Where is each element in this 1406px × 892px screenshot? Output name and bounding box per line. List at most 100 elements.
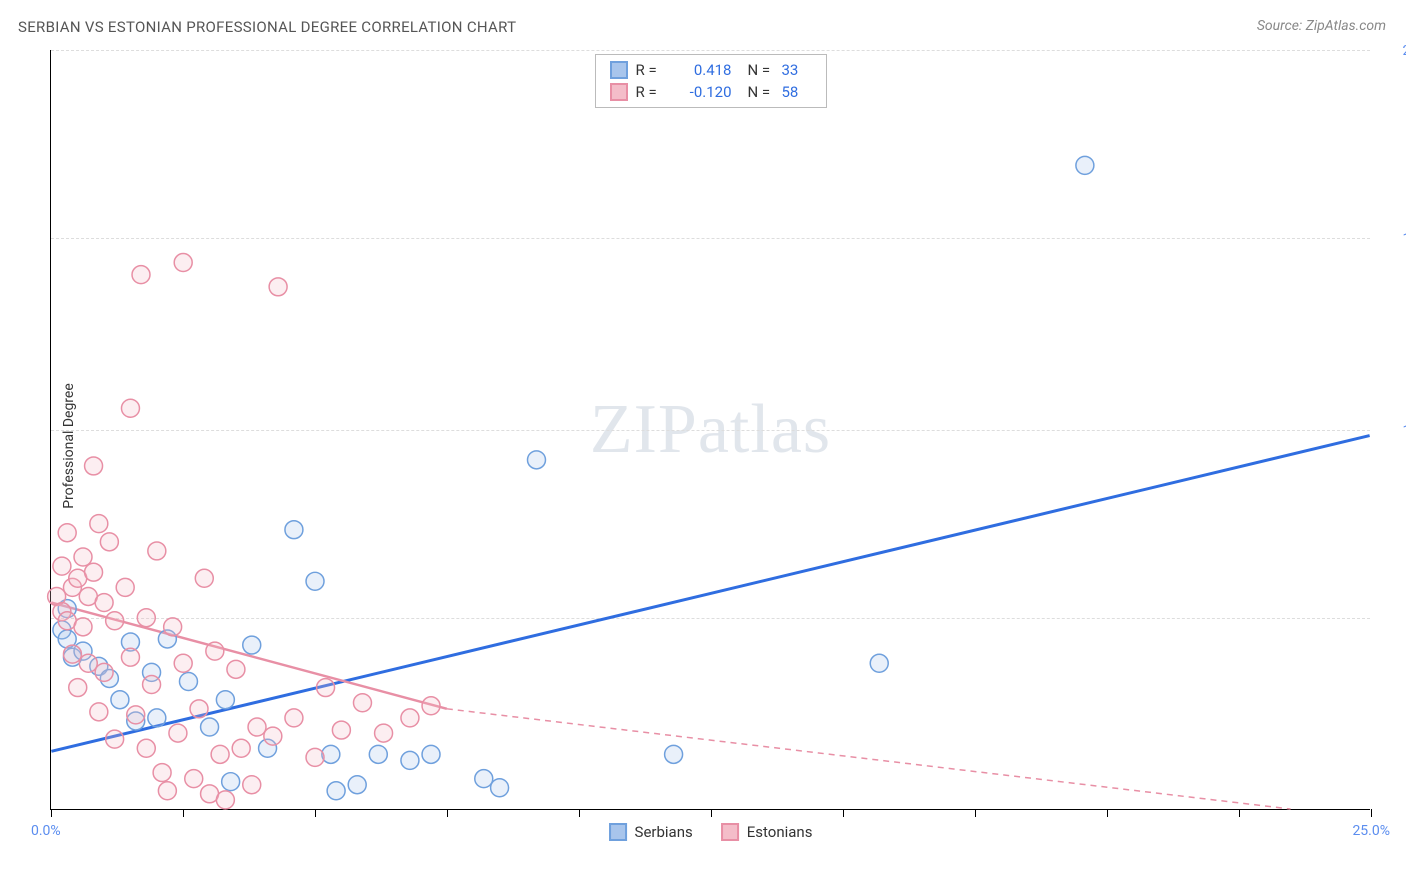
n-value-estonians: 58 bbox=[782, 83, 812, 101]
data-point bbox=[353, 694, 371, 712]
n-label: N = bbox=[748, 83, 774, 101]
data-point bbox=[243, 776, 261, 794]
data-point bbox=[422, 697, 440, 715]
data-point bbox=[317, 679, 335, 697]
data-point bbox=[332, 721, 350, 739]
data-point bbox=[153, 764, 171, 782]
data-point bbox=[132, 266, 150, 284]
data-point bbox=[106, 612, 124, 630]
data-point bbox=[227, 660, 245, 678]
data-point bbox=[79, 654, 97, 672]
swatch-estonians-bottom bbox=[721, 823, 739, 841]
swatch-serbians bbox=[610, 61, 628, 79]
data-point bbox=[74, 548, 92, 566]
source-attribution: Source: ZipAtlas.com bbox=[1257, 18, 1386, 34]
data-point bbox=[111, 691, 129, 709]
data-point bbox=[348, 776, 366, 794]
data-point bbox=[158, 782, 176, 800]
data-point bbox=[665, 745, 683, 763]
data-point bbox=[53, 557, 71, 575]
r-value-serbians: 0.418 bbox=[672, 61, 732, 79]
data-point bbox=[232, 739, 250, 757]
data-point bbox=[90, 515, 108, 533]
y-tick-label: 6.3% bbox=[1380, 611, 1406, 627]
legend-bottom: Serbians Estonians bbox=[609, 823, 813, 841]
data-point bbox=[327, 782, 345, 800]
data-point bbox=[870, 654, 888, 672]
data-point bbox=[58, 524, 76, 542]
data-point bbox=[491, 779, 509, 797]
data-point bbox=[90, 703, 108, 721]
data-point bbox=[85, 457, 103, 475]
data-point bbox=[85, 563, 103, 581]
data-point bbox=[401, 751, 419, 769]
y-tick-label: 12.5% bbox=[1380, 423, 1406, 439]
legend-item-estonians: Estonians bbox=[721, 823, 813, 841]
data-point bbox=[201, 718, 219, 736]
data-point bbox=[211, 745, 229, 763]
data-point bbox=[169, 724, 187, 742]
data-point bbox=[322, 745, 340, 763]
y-tick-label: 18.8% bbox=[1380, 231, 1406, 247]
data-point bbox=[206, 642, 224, 660]
data-point bbox=[185, 770, 203, 788]
data-point bbox=[143, 676, 161, 694]
n-label: N = bbox=[748, 61, 774, 79]
chart-title: SERBIAN VS ESTONIAN PROFESSIONAL DEGREE … bbox=[18, 18, 516, 36]
data-point bbox=[195, 569, 213, 587]
data-point bbox=[269, 278, 287, 296]
data-point bbox=[1076, 156, 1094, 174]
data-point bbox=[69, 679, 87, 697]
n-value-serbians: 33 bbox=[782, 61, 812, 79]
x-min-label: 0.0% bbox=[31, 823, 61, 839]
chart-container: SERBIAN VS ESTONIAN PROFESSIONAL DEGREE … bbox=[0, 0, 1406, 892]
data-point bbox=[401, 709, 419, 727]
data-point bbox=[216, 691, 234, 709]
data-point bbox=[164, 618, 182, 636]
data-point bbox=[121, 399, 139, 417]
data-point bbox=[95, 594, 113, 612]
data-point bbox=[100, 533, 118, 551]
r-value-estonians: -0.120 bbox=[672, 83, 732, 101]
data-point bbox=[216, 791, 234, 809]
data-point bbox=[475, 770, 493, 788]
legend-top: R = 0.418 N = 33 R = -0.120 N = 58 bbox=[595, 54, 827, 108]
data-point bbox=[148, 542, 166, 560]
data-point bbox=[63, 645, 81, 663]
data-point bbox=[174, 254, 192, 272]
swatch-estonians bbox=[610, 83, 628, 101]
plot-area: ZIPatlas 6.3%12.5%18.8%25.0% R = 0.418 N… bbox=[50, 50, 1370, 810]
data-point bbox=[285, 709, 303, 727]
data-point bbox=[95, 663, 113, 681]
scatter-svg bbox=[51, 50, 1370, 809]
data-point bbox=[121, 648, 139, 666]
data-point bbox=[285, 521, 303, 539]
data-point bbox=[106, 730, 124, 748]
data-point bbox=[369, 745, 387, 763]
data-point bbox=[375, 724, 393, 742]
data-point bbox=[127, 706, 145, 724]
data-point bbox=[422, 745, 440, 763]
legend-label-serbians: Serbians bbox=[635, 823, 693, 841]
data-point bbox=[243, 636, 261, 654]
x-max-label: 25.0% bbox=[1352, 823, 1390, 839]
legend-row-estonians: R = -0.120 N = 58 bbox=[610, 81, 812, 103]
data-point bbox=[190, 700, 208, 718]
data-point bbox=[306, 748, 324, 766]
data-point bbox=[137, 739, 155, 757]
y-tick-label: 25.0% bbox=[1380, 43, 1406, 59]
legend-label-estonians: Estonians bbox=[747, 823, 813, 841]
data-point bbox=[528, 451, 546, 469]
data-point bbox=[222, 773, 240, 791]
data-point bbox=[74, 618, 92, 636]
r-label: R = bbox=[636, 61, 664, 79]
data-point bbox=[264, 727, 282, 745]
data-point bbox=[306, 572, 324, 590]
legend-row-serbians: R = 0.418 N = 33 bbox=[610, 59, 812, 81]
data-point bbox=[179, 672, 197, 690]
data-point bbox=[148, 709, 166, 727]
data-point bbox=[174, 654, 192, 672]
r-label: R = bbox=[636, 83, 664, 101]
data-point bbox=[248, 718, 266, 736]
data-point bbox=[116, 578, 134, 596]
